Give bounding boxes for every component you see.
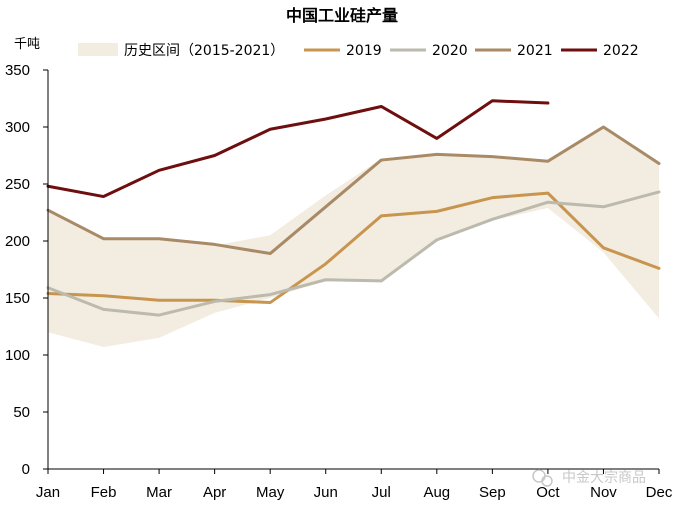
x-tick-label: Jun — [314, 484, 338, 501]
x-tick-label: Oct — [536, 484, 560, 501]
series-line-2020 — [46, 190, 661, 317]
y-axis-unit: 千吨 — [14, 37, 40, 52]
legend-label-2020: 2020 — [432, 43, 468, 59]
watermark: 中金大宗商品 — [532, 469, 646, 487]
y-tick-label: 50 — [13, 404, 30, 421]
wechat-icon — [532, 469, 546, 483]
y-tick-label: 0 — [22, 461, 30, 478]
watermark-text: 中金大宗商品 — [562, 470, 646, 486]
axes: 0 50 100 150 200 250 300 350 Jan Feb Mar Apr May Jun J… — [5, 62, 673, 501]
legend-label-2019: 2019 — [346, 43, 382, 59]
x-tick-label: Dec — [646, 484, 673, 501]
chart-title: 中国工业硅产量 — [286, 6, 398, 25]
x-tick-label: Feb — [91, 484, 117, 501]
series-layer — [46, 99, 661, 317]
legend-swatch-band — [78, 43, 118, 56]
y-tick-label: 150 — [5, 290, 30, 307]
x-tick-label: Jan — [36, 484, 60, 501]
x-tick-label: Aug — [423, 484, 450, 501]
x-tick-label: Sep — [479, 484, 506, 501]
x-tick-label: Apr — [203, 484, 226, 501]
legend-label-2022: 2022 — [603, 43, 639, 59]
legend: 历史区间（2015-2021） 2019 2020 2021 2022 — [78, 43, 639, 59]
legend-label-band: 历史区间（2015-2021） — [124, 43, 284, 59]
y-tick-label: 350 — [5, 62, 30, 79]
y-tick-label: 250 — [5, 176, 30, 193]
y-tick-label: 200 — [5, 233, 30, 250]
history-band-layer — [48, 127, 659, 348]
wechat-icon-bubble — [541, 475, 553, 487]
x-tick-label: May — [256, 484, 285, 501]
series-line-2022 — [46, 99, 550, 199]
y-tick-label: 100 — [5, 347, 30, 364]
legend-label-2021: 2021 — [517, 43, 553, 59]
y-tick-label: 300 — [5, 119, 30, 136]
series-line-2021 — [46, 125, 661, 256]
x-tick-label: Mar — [146, 484, 172, 501]
history-range-band — [48, 127, 659, 348]
x-tick-label: Nov — [590, 484, 617, 501]
x-tick-label: Jul — [372, 484, 391, 501]
